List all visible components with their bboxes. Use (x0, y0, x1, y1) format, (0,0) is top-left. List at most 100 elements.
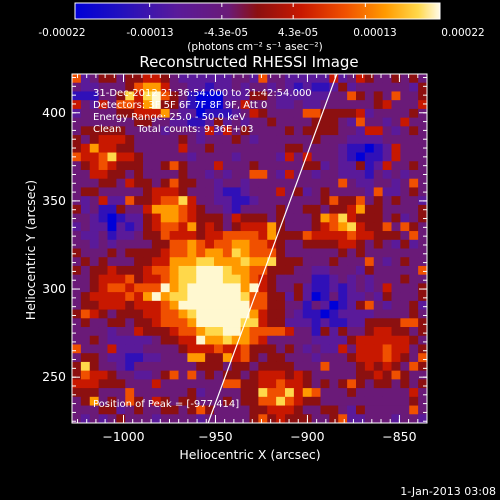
heatmap-cell (320, 318, 330, 328)
heatmap-cell (320, 274, 330, 284)
heatmap-cell (222, 292, 233, 302)
heatmap-cell (391, 327, 401, 337)
heatmap-cell (214, 388, 224, 398)
heatmap-cell (338, 370, 348, 380)
heatmap-cell (409, 300, 419, 310)
heatmap-cell (418, 396, 427, 406)
heatmap-cell (160, 274, 171, 284)
heatmap-cell (338, 100, 348, 110)
heatmap-cell (320, 231, 330, 241)
heatmap-cell (240, 396, 250, 406)
heatmap-cell (160, 327, 171, 337)
heatmap-cell (125, 231, 135, 241)
heatmap-cell (293, 152, 304, 162)
heatmap-cell (116, 309, 126, 319)
heatmap-cell (409, 405, 419, 415)
heatmap-cell (231, 178, 242, 188)
heatmap-cell (249, 300, 259, 310)
heatmap-cell (125, 161, 135, 171)
heatmap-cell (107, 292, 117, 302)
heatmap-cell (400, 222, 410, 232)
heatmap-cell (373, 396, 384, 406)
heatmap-cell (187, 222, 197, 232)
heatmap-cell (418, 414, 427, 423)
heatmap-cell (151, 169, 162, 180)
heatmap-cell (285, 117, 295, 127)
heatmap-cell (205, 169, 215, 180)
heatmap-cell (187, 344, 197, 354)
heatmap-cell (143, 257, 153, 267)
heatmap-cell (196, 388, 206, 398)
heatmap-cell (391, 353, 401, 363)
heatmap-cell (196, 126, 206, 136)
heatmap-cell (143, 82, 153, 92)
heatmap-cell (320, 257, 330, 267)
heatmap-cell (391, 135, 401, 145)
heatmap-cell (214, 283, 224, 293)
heatmap-cell (400, 361, 410, 372)
heatmap-cell (196, 213, 206, 223)
heatmap-cell (276, 178, 286, 188)
heatmap-cell (169, 91, 179, 101)
heatmap-cell (364, 388, 375, 398)
heatmap-cell (187, 414, 197, 423)
heatmap-cell (418, 248, 427, 258)
heatmap-cell (302, 309, 313, 319)
heatmap-cell (258, 231, 268, 241)
heatmap-cell (311, 300, 321, 310)
heatmap-cell (72, 274, 82, 284)
heatmap-cell (160, 309, 171, 319)
heatmap-cell (249, 161, 259, 171)
heatmap-cell (302, 379, 313, 389)
heatmap-cell (329, 344, 339, 354)
heatmap-cell (285, 300, 295, 310)
heatmap-cell (418, 222, 427, 232)
heatmap-cell (285, 292, 295, 302)
colorbar: -0.00022 -0.00013 -4.3e-05 4.3e-05 0.000… (38, 2, 485, 53)
heatmap-cell (329, 318, 339, 328)
heatmap-cell (196, 361, 206, 372)
heatmap-cell (267, 82, 277, 92)
heatmap-cell (293, 353, 304, 363)
heatmap-cell (196, 100, 206, 110)
heatmap-cell (222, 405, 233, 415)
heatmap-cell (267, 265, 277, 276)
heatmap-cell (116, 335, 126, 345)
heatmap-cell (338, 379, 348, 389)
heatmap-cell (356, 361, 366, 372)
heatmap-cell (116, 274, 126, 284)
heatmap-cell (80, 292, 91, 302)
heatmap-cell (400, 161, 410, 171)
heatmap-cell (98, 292, 108, 302)
heatmap-cell (98, 344, 108, 354)
heatmap-cell (276, 353, 286, 363)
heatmap-cell (293, 169, 304, 180)
heatmap-cell (125, 196, 135, 206)
heatmap-cell (356, 405, 366, 415)
heatmap-cell (329, 222, 339, 232)
heatmap-cell (329, 335, 339, 345)
heatmap-cell (178, 405, 188, 415)
heatmap-cell (364, 239, 375, 249)
heatmap-cell (231, 283, 242, 293)
heatmap-cell (214, 126, 224, 136)
heatmap-cell (205, 204, 215, 215)
heatmap-cell (338, 213, 348, 223)
y-tick-label: 250 (42, 369, 66, 384)
heatmap-cell (302, 135, 313, 145)
heatmap-cell (347, 126, 357, 136)
heatmap-cell (80, 100, 91, 110)
heatmap-cell (143, 231, 153, 241)
heatmap-cell (160, 100, 171, 110)
heatmap-cell (72, 405, 82, 415)
heatmap-cell (285, 361, 295, 372)
heatmap-cell (418, 283, 427, 293)
heatmap-cell (356, 292, 366, 302)
heatmap-cell (169, 222, 179, 232)
heatmap-cell (231, 309, 242, 319)
heatmap-cell (364, 187, 375, 197)
heatmap-cell (311, 239, 321, 249)
heatmap-cell (258, 283, 268, 293)
heatmap-cell (134, 178, 144, 188)
